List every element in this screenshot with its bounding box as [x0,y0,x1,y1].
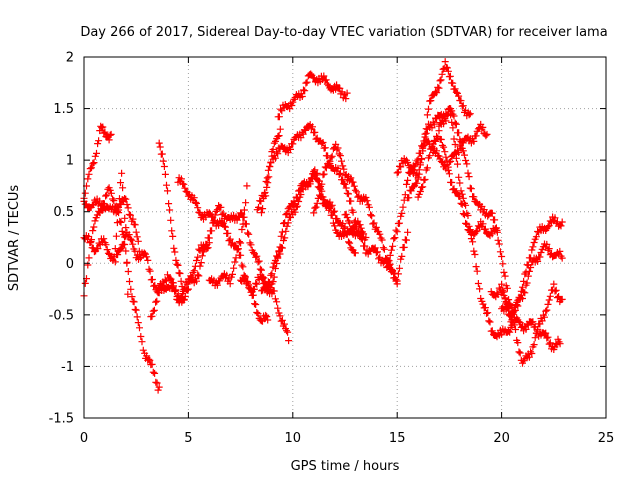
series-point-markers [274,70,351,121]
y-tick-label: 0 [66,257,74,272]
series-sat-7 [147,282,192,321]
series-sat-24 [498,280,566,367]
series-point-markers [435,105,501,240]
series-point-markers [253,125,284,214]
series-sat-14 [274,70,351,121]
series-sat-16 [310,140,401,288]
plot-frame [83,56,607,419]
series-sat-22 [435,105,501,240]
chart-title: Day 266 of 2017, Sidereal Day-to-day VTE… [80,25,607,40]
x-tick-label: 25 [598,431,615,446]
series-point-markers [147,282,192,321]
x-tick-label: 15 [389,431,406,446]
series-point-markers [155,139,188,303]
y-tick-label: 2 [66,51,74,66]
series-point-markers [111,169,132,298]
x-tick-label: 0 [80,431,88,446]
x-tick-label: 5 [184,431,192,446]
y-tick-label: 0.5 [53,205,74,220]
series-point-markers [310,140,401,288]
series-point-markers [205,182,251,289]
series-point-markers [184,202,293,345]
x-axis-title: GPS time / hours [291,459,400,474]
y-tick-label: 1.5 [53,102,74,117]
series-sat-10 [205,182,251,289]
axis-ticks: 0 5 10 15 20 25 -1.5 -1 -0.5 0 0.5 1 1.5 2 [49,51,615,447]
series-sat-9 [184,202,293,345]
series-sat-13 [253,125,284,214]
series-sat-26 [508,213,566,316]
y-tick-label: -1.5 [49,412,74,427]
y-tick-label: -1 [61,360,74,375]
y-tick-label: -0.5 [49,308,74,323]
series-sat-5 [111,169,132,298]
x-tick-label: 10 [285,431,302,446]
y-axis-title: SDTVAR / TECUs [7,185,22,292]
y-tick-label: 1 [66,154,74,169]
series-point-markers [508,213,566,316]
x-tick-label: 20 [493,431,510,446]
data-points [80,58,566,394]
series-sat-6 [155,139,188,303]
series-point-markers [498,280,566,367]
